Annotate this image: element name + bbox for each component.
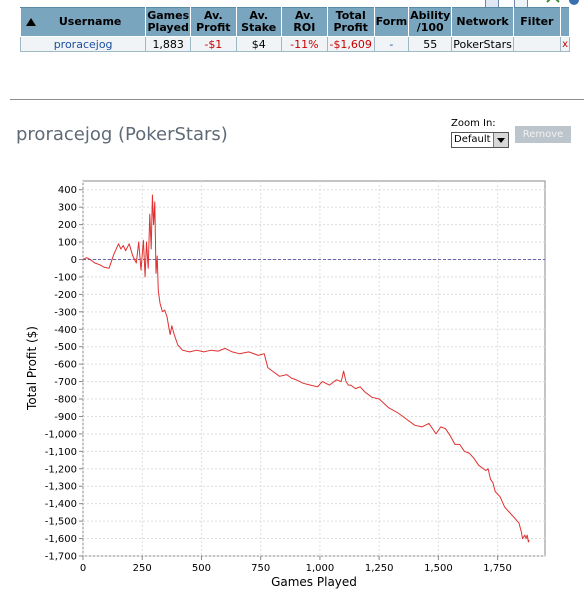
plot-area (82, 180, 546, 557)
chevron-down-icon[interactable] (493, 133, 508, 147)
remove-col-header (559, 7, 571, 37)
username-header-label: Username (58, 15, 122, 28)
av-stake-header-line1: Av. (249, 9, 268, 22)
network-header-label: Network (456, 15, 509, 28)
y-tick-label: -1,300 (45, 482, 77, 493)
y-tick-label: -600 (54, 360, 77, 371)
refresh-icon[interactable] (546, 0, 560, 6)
x-tick-label: 1,750 (483, 563, 512, 574)
profit-chart: 400 300 200 100 0 -100 -200 -300 -400 -500 -600 -70… (25, 180, 546, 589)
y-tick-label: -1,200 (45, 464, 77, 475)
y-tick-label: -800 (54, 395, 77, 406)
profit-series-line (82, 194, 530, 543)
network-cell: PokerStars (451, 36, 514, 52)
x-tick-label: 750 (251, 563, 270, 574)
y-tick-label: -200 (54, 290, 77, 301)
filter-header-label: Filter (520, 15, 554, 28)
av-stake-cell: $4 (235, 36, 282, 52)
help-icon[interactable] (568, 0, 580, 6)
av-roi-header-label: Av. ROI (293, 9, 316, 34)
ability-cell: 55 (408, 36, 453, 52)
y-tick-label: -1,600 (45, 534, 77, 545)
games-played-header[interactable]: Games Played (145, 7, 192, 37)
x-axis-title: Games Played (271, 575, 357, 589)
games-played-cell: 1,883 (145, 36, 192, 52)
y-tick-label: 100 (58, 238, 77, 249)
table-row: proracejog 1,883 -$1 $4 -11% -$1,609 - 5… (19, 36, 571, 52)
player-stats-table: Username Games Played Av. Profit Av. Stake … (19, 7, 571, 52)
av-profit-cell: -$1 (190, 36, 237, 52)
zoom-select[interactable]: Default (451, 132, 509, 148)
av-profit-header-line1: Av. (204, 9, 223, 22)
form-cell: - (373, 36, 410, 52)
ability-header-line2: /100 (416, 21, 444, 34)
y-tick-label: 400 (58, 185, 77, 196)
username-link[interactable]: proracejog (53, 37, 113, 51)
av-stake-header-line2: Stake (241, 21, 277, 34)
av-roi-cell: -11% (280, 36, 328, 52)
remove-button[interactable]: Remove (515, 126, 571, 143)
network-header[interactable]: Network (451, 7, 514, 37)
y-tick-label: -700 (54, 377, 77, 388)
page-title: proracejog (PokerStars) (16, 124, 228, 145)
y-tick-label: -1,000 (45, 429, 77, 440)
y-tick-label: -500 (54, 342, 77, 353)
av-profit-header[interactable]: Av. Profit (190, 7, 237, 37)
section-divider (10, 99, 584, 100)
y-axis-title: Total Profit ($) (25, 326, 39, 411)
y-tick-label: -1,400 (45, 499, 77, 510)
total-profit-header-line1: Total (335, 9, 366, 22)
y-tick-label: -300 (54, 307, 77, 318)
ability-header-line1: Ability (410, 9, 451, 22)
y-tick-label: -1,100 (45, 447, 77, 458)
x-tick-label: 1,500 (424, 563, 453, 574)
y-tick-label: 0 (71, 255, 77, 266)
y-tick-label: -1,500 (45, 517, 77, 528)
y-tick-label: -900 (54, 412, 77, 423)
x-tick-label: 1,250 (365, 563, 394, 574)
x-tick-label: 500 (192, 563, 211, 574)
total-profit-header[interactable]: Total Profit (326, 7, 375, 37)
y-tick-label: 300 (58, 203, 77, 214)
zoom-label: Zoom In: (451, 118, 496, 129)
y-tick-label: -100 (54, 272, 77, 283)
x-tick-label: 250 (133, 563, 152, 574)
form-header[interactable]: Form (373, 7, 410, 37)
sort-up-arrow-icon[interactable] (26, 18, 36, 26)
remove-row-icon[interactable]: x (559, 36, 571, 52)
total-profit-header-line2: Profit (333, 21, 368, 34)
x-tick-label: 1,000 (306, 563, 335, 574)
y-tick-label: 200 (58, 220, 77, 231)
form-header-label: Form (375, 15, 408, 28)
total-profit-cell: -$1,609 (326, 36, 375, 52)
username-header[interactable]: Username (19, 7, 147, 37)
av-profit-header-line2: Profit (196, 21, 231, 34)
games-played-header-line2: Played (147, 21, 189, 34)
username-cell[interactable]: proracejog (19, 36, 147, 52)
y-tick-label: -400 (54, 325, 77, 336)
filter-header[interactable]: Filter (512, 7, 561, 37)
filter-cell[interactable] (512, 36, 561, 52)
zoom-selected-value: Default (454, 134, 491, 145)
av-roi-header[interactable]: Av. ROI (280, 7, 328, 37)
y-tick-label: -1,700 (45, 552, 77, 563)
games-played-header-line1: Games (147, 9, 190, 22)
table-header-row: Username Games Played Av. Profit Av. Stake … (19, 7, 571, 37)
av-stake-header[interactable]: Av. Stake (235, 7, 282, 37)
x-tick-label: 0 (80, 563, 86, 574)
ability-header[interactable]: Ability/100 (408, 7, 453, 37)
